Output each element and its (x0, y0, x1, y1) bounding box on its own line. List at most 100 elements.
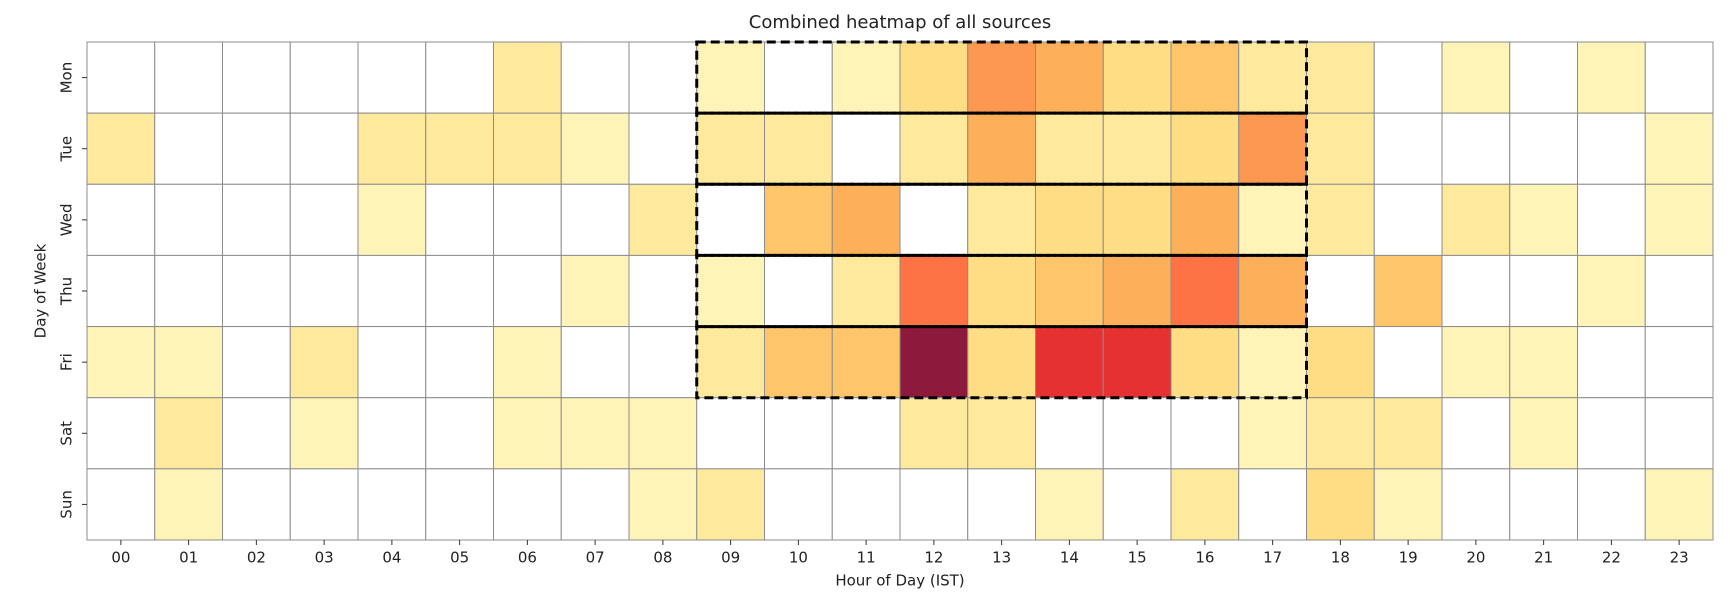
heat-cell (1441, 183, 1511, 256)
heat-cell (831, 254, 901, 328)
heat-cell (831, 41, 901, 114)
heat-cell (764, 112, 833, 185)
heat-cell (425, 183, 494, 256)
heat-cell (222, 41, 291, 114)
heat-cell (289, 183, 359, 256)
heat-cell (1644, 254, 1714, 328)
heat-cell (289, 468, 359, 541)
heat-cell (1373, 397, 1443, 470)
heat-cell (1238, 254, 1307, 328)
heat-cell (86, 397, 156, 470)
heat-cell (1170, 254, 1240, 328)
heat-cell (1035, 183, 1104, 256)
heat-cell (628, 112, 698, 185)
heat-cell (764, 254, 833, 328)
x-tick-label: 07 (586, 549, 605, 567)
heat-cell (764, 468, 833, 541)
heat-cell (425, 41, 494, 114)
heat-cell (1035, 112, 1104, 185)
heat-cell (967, 112, 1036, 185)
heat-cell (1102, 326, 1172, 399)
heat-cell (696, 183, 765, 256)
heat-cell (289, 41, 359, 114)
x-tick-label: 22 (1602, 549, 1621, 567)
heat-cell (831, 112, 901, 185)
heat-cell (1577, 326, 1646, 399)
x-tick-label: 21 (1534, 549, 1553, 567)
heat-cell (1170, 112, 1240, 185)
x-tick-label: 03 (315, 549, 334, 567)
y-tick-label: Wed (58, 204, 76, 237)
heat-cell (560, 326, 630, 399)
heat-cell (1102, 397, 1172, 470)
heat-cell (1035, 326, 1104, 399)
highlight-box (695, 111, 1308, 186)
heat-cell (1577, 254, 1646, 328)
heat-cell (425, 468, 494, 541)
heat-cell (154, 254, 223, 328)
x-tick-label: 08 (653, 549, 672, 567)
heat-cell (357, 41, 427, 114)
heat-cell (1441, 468, 1511, 541)
heat-cell (967, 254, 1036, 328)
heat-cell (289, 112, 359, 185)
heat-cell (831, 326, 901, 399)
heat-cell (1644, 41, 1714, 114)
heat-cell (1441, 326, 1511, 399)
heat-cell (154, 112, 223, 185)
y-tick-label: Mon (58, 62, 76, 94)
heat-cell (425, 397, 494, 470)
heat-cell (493, 326, 562, 399)
heat-cell (86, 112, 156, 185)
heat-cell (1170, 183, 1240, 256)
heat-cell (628, 41, 698, 114)
heat-cell (899, 112, 969, 185)
heat-cell (1509, 41, 1578, 114)
heat-cell (696, 254, 765, 328)
heat-cell (1644, 468, 1714, 541)
heat-cell (357, 183, 427, 256)
heat-cell (1170, 468, 1240, 541)
heat-cell (696, 41, 765, 114)
y-tick-label: Tue (58, 136, 76, 163)
heat-cell (222, 397, 291, 470)
heat-cell (1306, 397, 1375, 470)
heat-cell (560, 468, 630, 541)
heat-cell (1373, 41, 1443, 114)
x-tick-label: 11 (857, 549, 876, 567)
heat-cell (899, 397, 969, 470)
heat-cell (222, 254, 291, 328)
heat-cell (222, 183, 291, 256)
heat-cell (696, 468, 765, 541)
x-tick-label: 17 (1263, 549, 1282, 567)
heat-cell (560, 254, 630, 328)
heat-cell (1577, 397, 1646, 470)
heat-cell (1373, 183, 1443, 256)
heat-cell (1035, 397, 1104, 470)
heat-cell (696, 326, 765, 399)
heat-cell (967, 183, 1036, 256)
heat-cell (222, 326, 291, 399)
heat-cell (1170, 41, 1240, 114)
heat-cell (1373, 112, 1443, 185)
heat-cell (1102, 183, 1172, 256)
heat-cell (628, 254, 698, 328)
highlight-box (695, 182, 1308, 257)
heat-cell (86, 468, 156, 541)
heat-cell (628, 397, 698, 470)
heat-cell (493, 397, 562, 470)
chart-title: Combined heatmap of all sources (749, 12, 1051, 33)
heat-cell (425, 112, 494, 185)
heat-cell (1509, 326, 1578, 399)
heat-cell (1306, 254, 1375, 328)
heat-cell (1306, 468, 1375, 541)
x-axis-label: Hour of Day (IST) (835, 572, 964, 590)
heat-cell (493, 254, 562, 328)
heat-cell (1509, 112, 1578, 185)
heat-cell (831, 183, 901, 256)
x-tick-label: 02 (247, 549, 266, 567)
heat-cell (1238, 183, 1307, 256)
heat-cell (1306, 183, 1375, 256)
heat-cell (86, 41, 156, 114)
